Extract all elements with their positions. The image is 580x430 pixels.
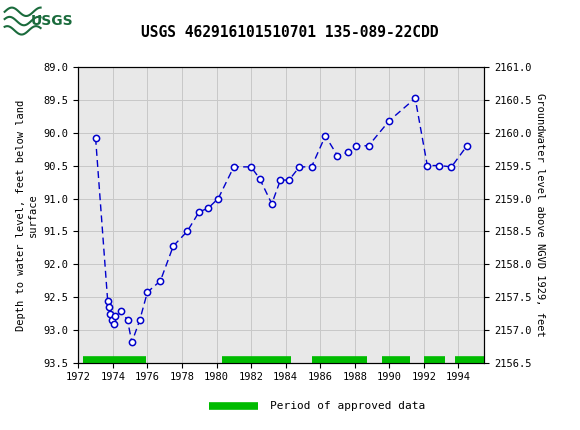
Bar xyxy=(3,3,93,39)
Text: Period of approved data: Period of approved data xyxy=(270,401,425,412)
Y-axis label: Groundwater level above NGVD 1929, feet: Groundwater level above NGVD 1929, feet xyxy=(535,93,545,337)
Text: USGS: USGS xyxy=(31,14,74,28)
Y-axis label: Depth to water level, feet below land
surface: Depth to water level, feet below land su… xyxy=(16,99,38,331)
Text: USGS 462916101510701 135-089-22CDD: USGS 462916101510701 135-089-22CDD xyxy=(142,25,438,40)
